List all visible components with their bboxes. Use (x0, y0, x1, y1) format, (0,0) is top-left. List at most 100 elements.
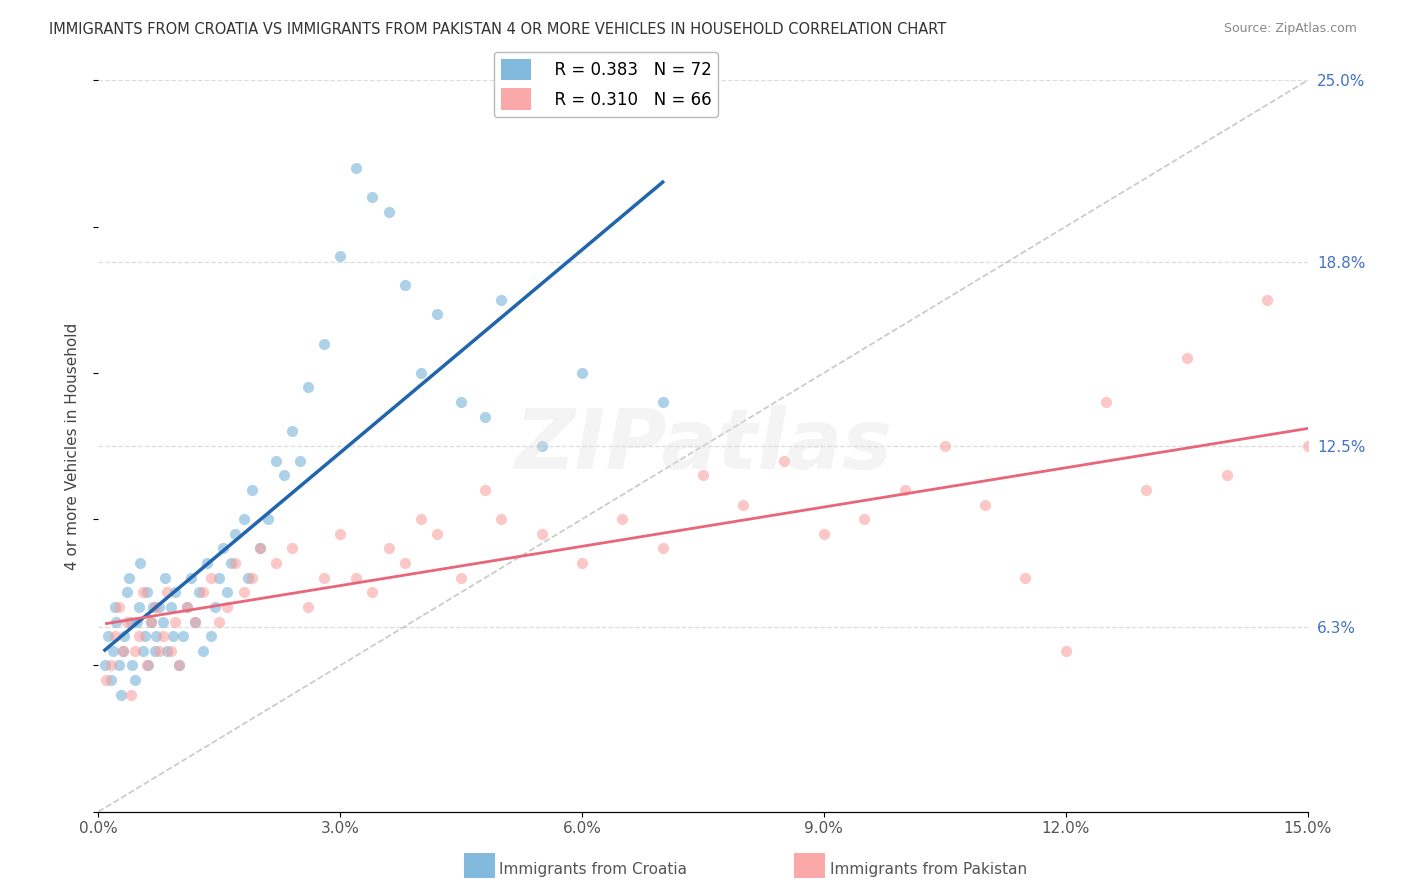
Point (120, 688, 142, 702)
Point (94, 658, 117, 673)
Point (184, 615, 207, 629)
Point (162, 629, 184, 643)
Point (97, 629, 120, 643)
Point (221, 556, 243, 570)
Point (172, 629, 194, 643)
Point (152, 629, 174, 643)
Point (208, 615, 231, 629)
Point (100, 658, 122, 673)
Point (974, 498, 997, 512)
Point (217, 585, 239, 599)
Point (240, 571, 263, 585)
Point (813, 526, 835, 541)
Point (377, 205, 399, 219)
Point (193, 585, 215, 599)
Point (256, 512, 278, 526)
Point (135, 658, 157, 673)
Point (152, 615, 174, 629)
Point (160, 599, 183, 614)
Point (491, 293, 513, 307)
Point (167, 658, 190, 673)
Point (101, 644, 124, 658)
Point (344, 161, 367, 175)
Point (193, 644, 215, 658)
Point (240, 483, 263, 497)
Point (103, 599, 125, 614)
Point (329, 526, 352, 541)
Point (132, 644, 155, 658)
Point (156, 585, 179, 599)
Point (344, 571, 367, 585)
Point (297, 380, 319, 394)
Point (124, 644, 146, 658)
Point (124, 673, 146, 687)
Text: Immigrants from Croatia: Immigrants from Croatia (499, 863, 688, 877)
Point (281, 541, 304, 556)
Point (1216, 468, 1239, 483)
Point (138, 658, 160, 673)
Text: Source: ZipAtlas.com: Source: ZipAtlas.com (1223, 22, 1357, 36)
Point (132, 585, 155, 599)
Point (772, 453, 794, 467)
Point (612, 512, 634, 526)
Point (1296, 439, 1319, 453)
Point (148, 599, 170, 614)
Point (530, 526, 553, 541)
Text: ZIPatlas: ZIPatlas (515, 406, 891, 486)
Point (474, 483, 496, 497)
Point (100, 673, 122, 687)
Point (142, 599, 165, 614)
Text: Immigrants from Pakistan: Immigrants from Pakistan (830, 863, 1026, 877)
Point (208, 571, 231, 585)
Point (200, 629, 222, 643)
Point (110, 688, 132, 702)
Point (394, 556, 416, 570)
Point (143, 599, 166, 614)
Point (128, 599, 150, 614)
Point (377, 541, 399, 556)
Point (139, 615, 162, 629)
Point (180, 571, 202, 585)
Point (135, 585, 157, 599)
Point (530, 439, 553, 453)
Point (127, 615, 149, 629)
Point (188, 585, 211, 599)
Point (409, 512, 432, 526)
Legend:   R = 0.383   N = 72,   R = 0.310   N = 66: R = 0.383 N = 72, R = 0.310 N = 66 (494, 52, 718, 117)
Point (273, 468, 295, 483)
Point (118, 571, 141, 585)
Point (224, 526, 246, 541)
Point (121, 658, 143, 673)
Point (236, 571, 259, 585)
Point (115, 585, 138, 599)
Point (1175, 351, 1198, 366)
Point (474, 409, 496, 424)
Point (156, 644, 179, 658)
Point (426, 307, 449, 321)
Point (1376, 409, 1399, 424)
Point (115, 615, 138, 629)
Point (249, 541, 271, 556)
Point (96, 673, 118, 687)
Point (160, 644, 183, 658)
Point (143, 644, 166, 658)
Point (1095, 395, 1118, 409)
Point (853, 512, 876, 526)
Point (111, 644, 134, 658)
Point (571, 366, 593, 380)
Point (204, 599, 226, 614)
Point (297, 599, 319, 614)
Point (163, 615, 186, 629)
Point (571, 556, 593, 570)
Point (200, 571, 222, 585)
Point (112, 629, 135, 643)
Point (733, 498, 755, 512)
Point (176, 599, 198, 614)
Point (163, 585, 186, 599)
Point (217, 599, 239, 614)
Point (184, 615, 207, 629)
Point (107, 658, 129, 673)
Point (426, 526, 449, 541)
Point (264, 453, 287, 467)
Point (1014, 571, 1036, 585)
